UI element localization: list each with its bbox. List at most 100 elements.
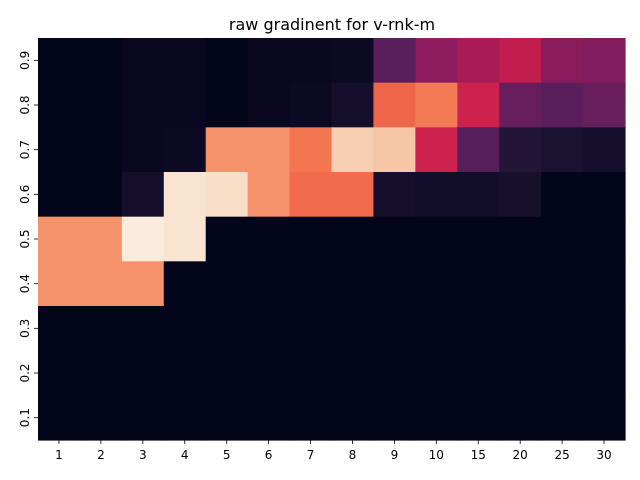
heatmap-cell: [583, 395, 626, 441]
heatmap-cell: [79, 216, 123, 262]
heatmap-cell: [205, 82, 249, 128]
heatmap-cell: [415, 172, 458, 218]
heatmap-cell: [79, 82, 123, 128]
heatmap-cell: [38, 306, 81, 352]
heatmap-cell: [205, 261, 249, 307]
heatmap-cell: [415, 350, 458, 396]
heatmap-cell: [247, 216, 291, 262]
heatmap-cell: [289, 261, 333, 307]
heatmap-cell: [499, 216, 542, 262]
y-tick-label: 0.3: [18, 319, 32, 338]
heatmap-cell: [121, 395, 165, 441]
heatmap-cell: [499, 350, 542, 396]
y-tick-label: 0.4: [18, 274, 32, 293]
heatmap-cell: [163, 82, 207, 128]
heatmap-cell: [121, 261, 165, 307]
heatmap-cell: [499, 127, 542, 173]
heatmap-cell: [541, 82, 584, 128]
heatmap-cell: [163, 216, 207, 262]
heatmap-cell: [583, 350, 626, 396]
heatmap-cell: [163, 306, 207, 352]
x-axis: 1 2 3 4 5 6 7 8 9 10 15 20 25 30: [55, 440, 612, 462]
heatmap-cell: [583, 216, 626, 262]
heatmap-cell: [289, 172, 333, 218]
heatmap-cell: [331, 127, 375, 173]
x-tick-label: 3: [139, 448, 147, 462]
heatmap-cell: [247, 127, 291, 173]
heatmap-cell: [373, 261, 416, 307]
y-tick-label: 0.7: [18, 140, 32, 159]
heatmap-cell: [373, 350, 416, 396]
x-tick-label: 5: [223, 448, 231, 462]
heatmap-cell: [499, 261, 542, 307]
heatmap-cell: [121, 306, 165, 352]
y-tick-label: 0.9: [18, 51, 32, 70]
heatmap-cell: [38, 395, 81, 441]
heatmap-cell: [331, 172, 375, 218]
heatmap-cell: [373, 127, 416, 173]
y-tick-label: 0.6: [18, 185, 32, 204]
heatmap-cell: [331, 395, 375, 441]
heatmap-cell: [163, 127, 207, 173]
heatmap-cell: [331, 306, 375, 352]
heatmap-cell: [289, 395, 333, 441]
heatmap-cell: [457, 216, 500, 262]
x-tick-label: 2: [97, 448, 105, 462]
heatmap-cell: [163, 395, 207, 441]
heatmap-cell: [121, 127, 165, 173]
heatmap-cell: [331, 216, 375, 262]
heatmap-cell: [541, 350, 584, 396]
heatmap-cell: [415, 216, 458, 262]
heatmap-cell: [541, 38, 584, 84]
heatmap-cell: [457, 350, 500, 396]
heatmap-cell: [205, 216, 249, 262]
heatmap-cell: [205, 38, 249, 84]
heatmap-cell: [205, 172, 249, 218]
heatmap-cell: [415, 82, 458, 128]
heatmap-cell: [79, 261, 123, 307]
heatmap-cell: [541, 261, 584, 307]
heatmap-cell: [79, 395, 123, 441]
heatmap-cell: [247, 38, 291, 84]
heatmap-cell: [38, 82, 81, 128]
heatmap-cell: [541, 127, 584, 173]
y-tick-label: 0.1: [18, 408, 32, 427]
heatmap-cell: [247, 395, 291, 441]
heatmap-cell: [289, 127, 333, 173]
heatmap-cell: [121, 216, 165, 262]
x-tick-label: 9: [391, 448, 399, 462]
heatmap-cell: [163, 261, 207, 307]
heatmap-cell: [121, 38, 165, 84]
heatmap-cell: [163, 38, 207, 84]
heatmap-cell: [415, 38, 458, 84]
heatmap-cell: [121, 350, 165, 396]
heatmap-cell: [79, 127, 123, 173]
y-tick-label: 0.2: [18, 363, 32, 382]
x-tick-label: 8: [349, 448, 357, 462]
x-tick-label: 6: [265, 448, 273, 462]
y-tick-label: 0.5: [18, 229, 32, 248]
y-tick-label: 0.8: [18, 95, 32, 114]
heatmap-cell: [79, 38, 123, 84]
heatmap-cell: [289, 216, 333, 262]
x-tick-label: 25: [554, 448, 569, 462]
heatmap-cell: [541, 172, 584, 218]
heatmap-cell: [247, 261, 291, 307]
heatmap-cell: [38, 172, 81, 218]
heatmap-cell: [457, 172, 500, 218]
heatmap-cell: [373, 216, 416, 262]
heatmap-cell: [499, 38, 542, 84]
heatmap-cell: [79, 172, 123, 218]
heatmap-cell: [38, 38, 81, 84]
heatmap-cell: [583, 306, 626, 352]
heatmap-cell: [331, 350, 375, 396]
heatmap-cell: [38, 261, 81, 307]
heatmap-cell: [38, 350, 81, 396]
heatmap-cell: [38, 216, 81, 262]
x-tick-label: 15: [471, 448, 486, 462]
heatmap-cell: [205, 395, 249, 441]
heatmap-cell: [457, 395, 500, 441]
heatmap-cell: [205, 127, 249, 173]
heatmap-cells: [38, 38, 626, 441]
